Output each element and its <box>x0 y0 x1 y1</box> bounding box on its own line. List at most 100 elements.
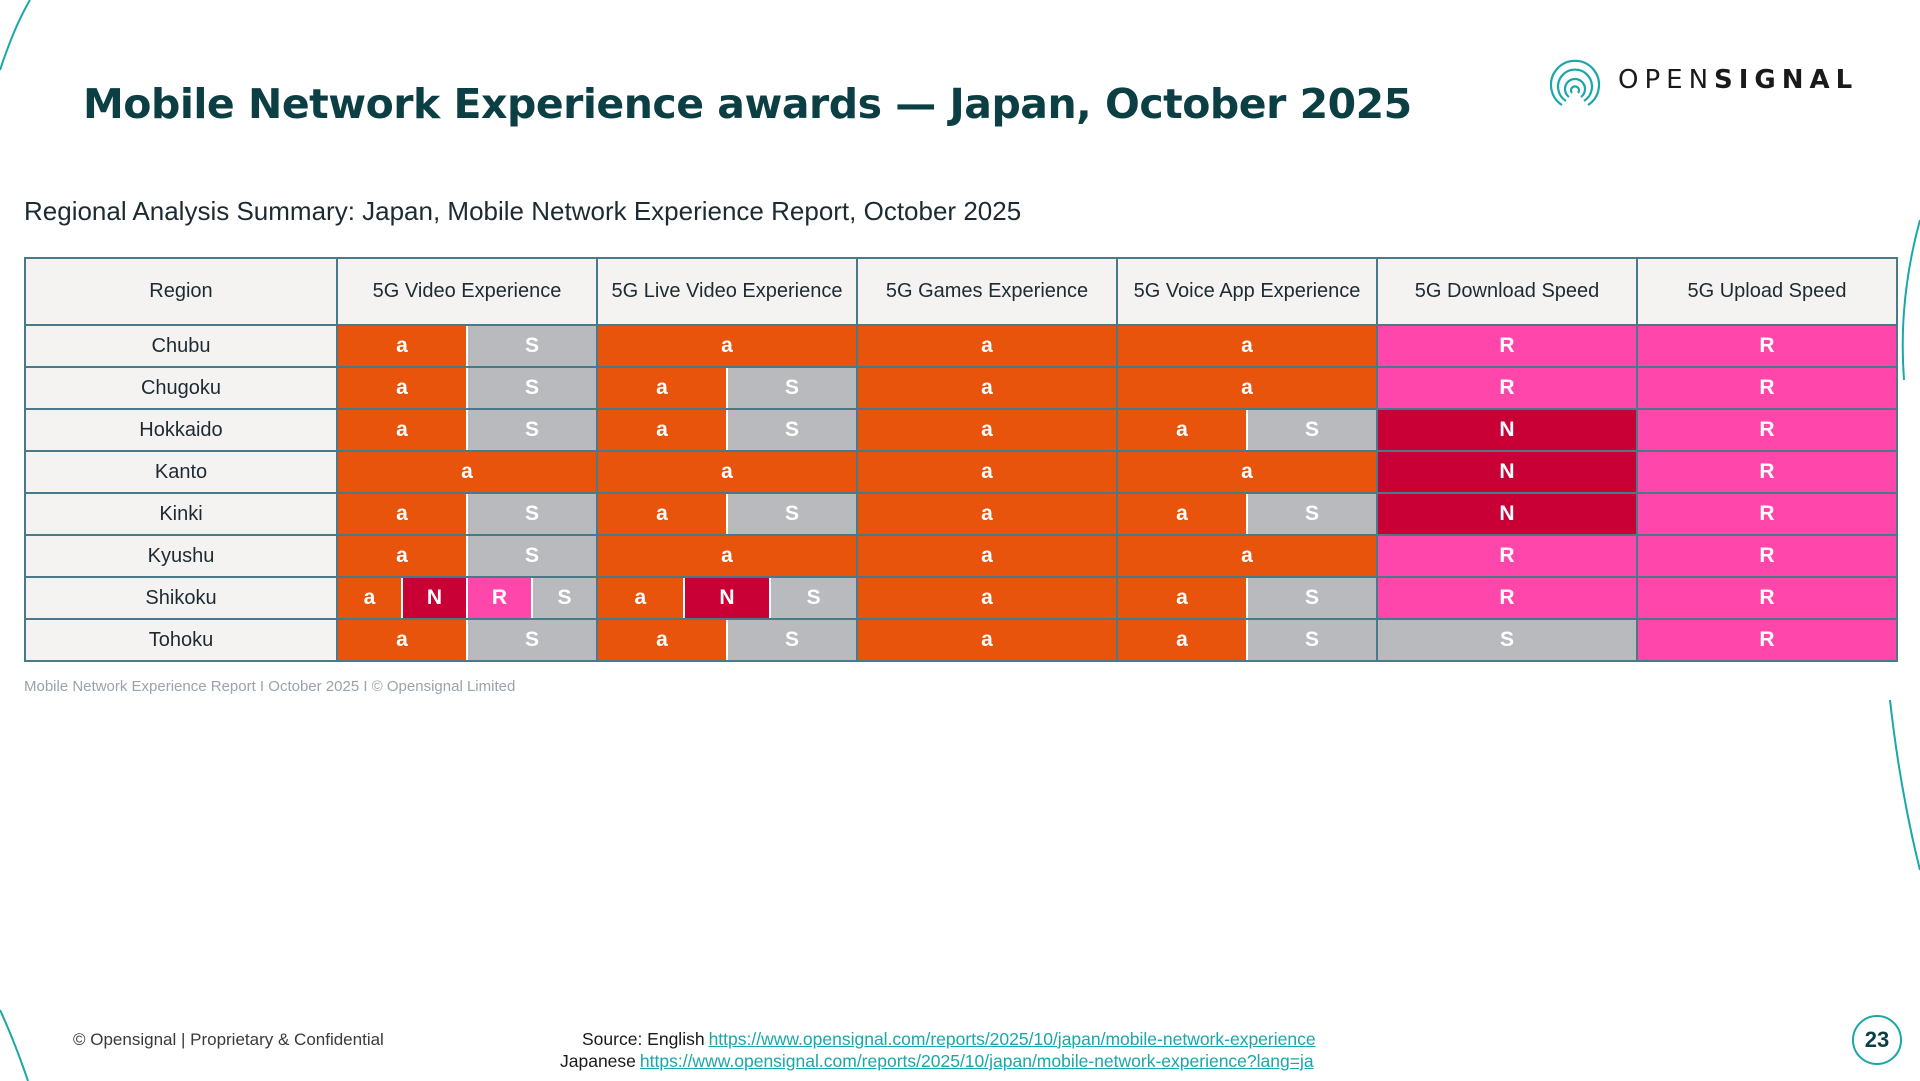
award-badge: a <box>858 452 1116 492</box>
award-badge: a <box>338 452 596 492</box>
award-badge: R <box>1378 326 1636 366</box>
award-cell: a <box>1116 366 1378 410</box>
award-badge: S <box>726 494 856 534</box>
slide-title: Mobile Network Experience awards — Japan… <box>83 80 1412 128</box>
award-cell: N <box>1376 492 1638 536</box>
award-badge: a <box>858 578 1116 618</box>
award-badge: S <box>1246 620 1376 660</box>
column-header: 5G Video Experience <box>336 257 598 326</box>
japanese-report-link[interactable]: https://www.opensignal.com/reports/2025/… <box>639 1051 1314 1071</box>
award-badge: a <box>598 620 726 660</box>
column-header: Region <box>24 257 338 326</box>
award-cell: R <box>1636 324 1898 368</box>
award-badge: R <box>1378 536 1636 576</box>
source-label: Source: English <box>582 1029 705 1049</box>
source-english-line: Source: English https://www.opensignal.co… <box>560 1028 1420 1050</box>
award-cell: R <box>1376 366 1638 410</box>
award-cell: a <box>856 534 1118 578</box>
award-badge: a <box>1118 536 1376 576</box>
award-badge: a <box>598 494 726 534</box>
award-cell: a <box>1116 450 1378 494</box>
opensignal-logo: OPENSIGNAL <box>1548 50 1858 110</box>
region-cell: Hokkaido <box>24 408 338 452</box>
award-badge: N <box>401 578 466 618</box>
award-cell: N <box>1376 408 1638 452</box>
column-header: 5G Live Video Experience <box>596 257 858 326</box>
award-cell: a <box>596 324 858 368</box>
award-cell: R <box>1636 492 1898 536</box>
source-japanese-line: Japanese https://www.opensignal.com/repor… <box>560 1050 1420 1072</box>
award-badge: a <box>338 536 466 576</box>
award-badge: a <box>858 410 1116 450</box>
column-header: 5G Games Experience <box>856 257 1118 326</box>
award-badge: R <box>1638 410 1896 450</box>
region-cell: Tohoku <box>24 618 338 662</box>
award-badge: a <box>598 536 856 576</box>
award-badge: S <box>466 536 596 576</box>
region-cell: Kinki <box>24 492 338 536</box>
award-badge: R <box>1638 452 1896 492</box>
award-badge: a <box>1118 620 1246 660</box>
award-badge: S <box>466 620 596 660</box>
english-report-link[interactable]: https://www.opensignal.com/reports/2025/… <box>708 1029 1316 1049</box>
region-cell: Chubu <box>24 324 338 368</box>
award-badge: S <box>466 494 596 534</box>
award-cell: a <box>1116 324 1378 368</box>
award-badge: R <box>1638 494 1896 534</box>
award-badge: R <box>1638 368 1896 408</box>
award-cell: a <box>856 324 1118 368</box>
award-cell: a <box>856 366 1118 410</box>
award-badge: a <box>1118 410 1246 450</box>
source-links: Source: English https://www.opensignal.co… <box>560 1028 1420 1072</box>
award-badge: a <box>858 368 1116 408</box>
award-badge: a <box>598 410 726 450</box>
region-cell: Kanto <box>24 450 338 494</box>
award-cell: a <box>596 534 858 578</box>
award-cell: R <box>1376 576 1638 620</box>
award-badge: a <box>598 326 856 366</box>
award-badge: N <box>682 578 770 618</box>
award-cell: R <box>1636 450 1898 494</box>
table-row: Kanto a a a a N R <box>24 450 1898 494</box>
award-badge: R <box>1638 578 1896 618</box>
award-badge: a <box>338 368 466 408</box>
award-cell: R <box>1636 534 1898 578</box>
award-badge: R <box>1378 578 1636 618</box>
award-cell: R <box>1636 576 1898 620</box>
award-badge: a <box>598 578 683 618</box>
award-cell: a <box>336 450 598 494</box>
award-badge: S <box>1246 578 1376 618</box>
award-badge: a <box>858 620 1116 660</box>
column-header: 5G Download Speed <box>1376 257 1638 326</box>
award-cell: a <box>856 492 1118 536</box>
regional-summary-table: Region 5G Video Experience 5G Live Video… <box>24 257 1898 662</box>
award-badge: S <box>1246 494 1376 534</box>
award-badge: a <box>338 578 401 618</box>
award-cell: a <box>856 618 1118 662</box>
award-badge: a <box>338 410 466 450</box>
award-badge: a <box>1118 368 1376 408</box>
award-cell: a <box>856 576 1118 620</box>
award-badge: R <box>1638 620 1896 660</box>
opensignal-concentric-arcs-icon <box>1549 59 1601 106</box>
award-badge: R <box>1638 536 1896 576</box>
award-cell: N <box>1376 450 1638 494</box>
region-cell: Kyushu <box>24 534 338 578</box>
award-badge: S <box>1378 620 1636 660</box>
region-cell: Chugoku <box>24 366 338 410</box>
